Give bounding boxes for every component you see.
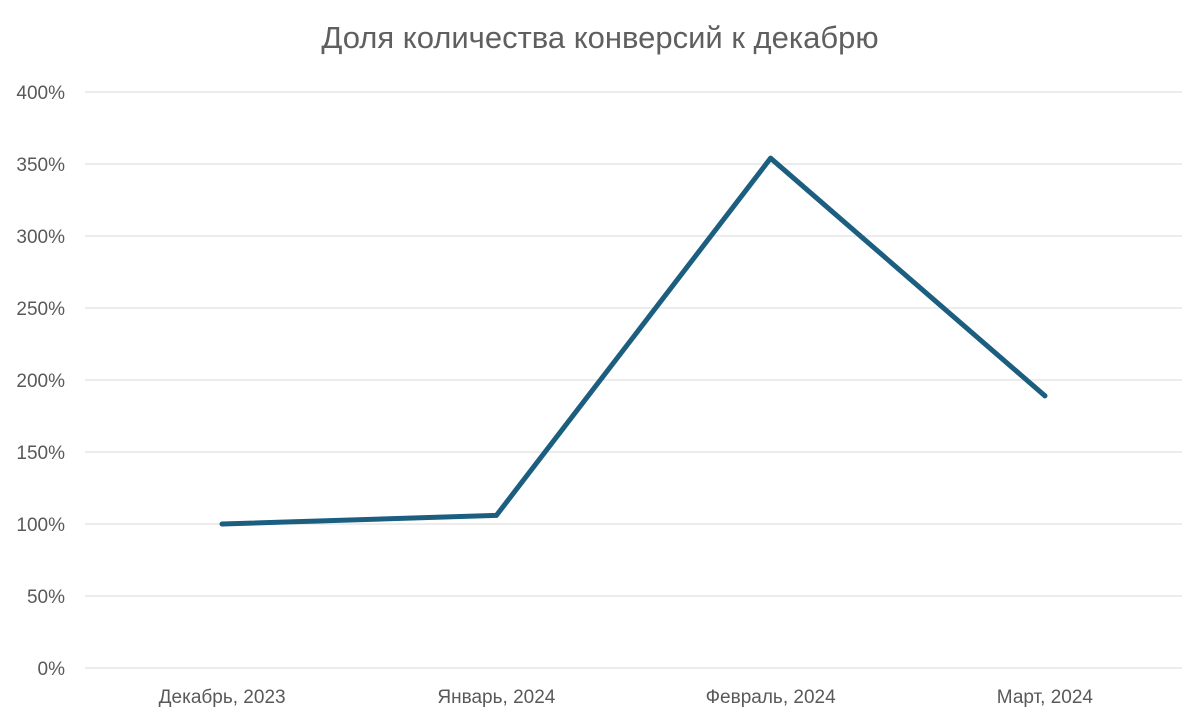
y-tick-label: 300% [16,227,65,248]
x-tick-label: Март, 2024 [997,687,1094,708]
y-tick-label: 350% [16,155,65,176]
x-tick-label: Декабрь, 2023 [159,687,286,708]
y-tick-label: 50% [27,587,65,608]
x-tick-label: Январь, 2024 [437,687,555,708]
y-axis-tick-labels: 0% 50% 100% 150% 200% 250% 300% 350% 400% [16,83,65,680]
chart-title: Доля количества конверсий к декабрю [321,20,878,55]
x-axis-tick-labels: Декабрь, 2023 Январь, 2024 Февраль, 2024 Ма… [159,687,1094,708]
y-tick-label: 0% [38,659,66,680]
y-tick-label: 200% [16,371,65,392]
x-tick-label: Февраль, 2024 [706,687,836,708]
y-tick-label: 100% [16,515,65,536]
series-lines [219,155,1048,527]
gridlines [85,91,1182,669]
series-line [219,155,1048,527]
data-point [219,521,225,527]
y-tick-label: 250% [16,299,65,320]
data-point [493,512,499,518]
data-point [1042,393,1048,399]
y-tick-label: 400% [16,83,65,104]
y-tick-label: 150% [16,443,65,464]
data-point [768,155,774,161]
